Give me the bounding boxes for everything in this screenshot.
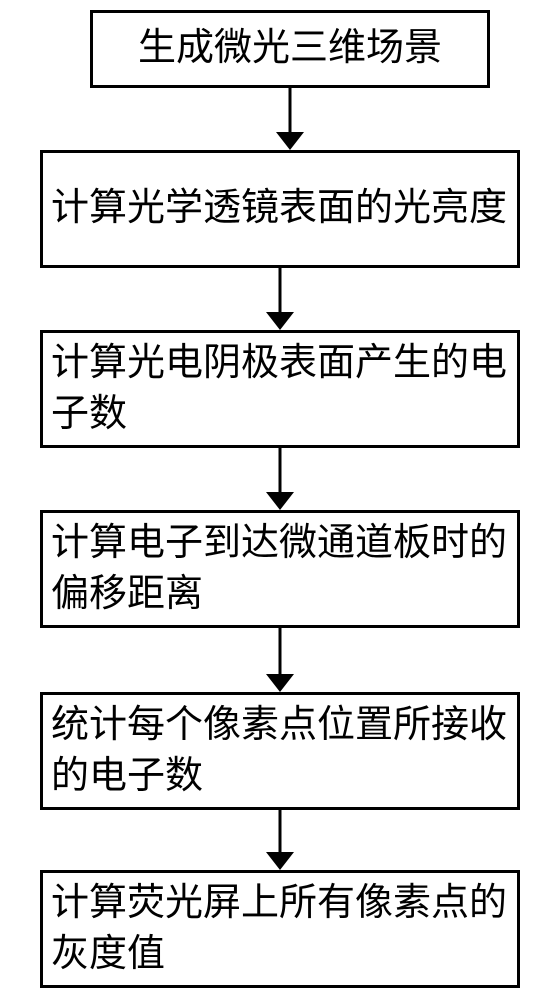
flow-arrow — [266, 810, 294, 870]
flow-node-n3: 计算光电阴极表面产生的电子数 — [40, 330, 520, 448]
flow-arrow — [276, 88, 304, 150]
flow-node-label: 计算电子到达微通道板时的偏移距离 — [51, 518, 509, 621]
flow-node-label: 统计每个像素点位置所接收的电子数 — [51, 700, 509, 803]
flow-node-n1: 生成微光三维场景 — [90, 10, 490, 88]
flow-arrow — [266, 268, 294, 330]
flow-arrow — [266, 628, 294, 692]
flow-node-n2: 计算光学透镜表面的光亮度 — [40, 150, 520, 268]
flow-arrow — [266, 448, 294, 510]
flow-node-n4: 计算电子到达微通道板时的偏移距离 — [40, 510, 520, 628]
flow-node-n6: 计算荧光屏上所有像素点的灰度值 — [40, 870, 520, 988]
flow-node-label: 计算光学透镜表面的光亮度 — [51, 183, 509, 234]
flow-node-n5: 统计每个像素点位置所接收的电子数 — [40, 692, 520, 810]
flow-node-label: 生成微光三维场景 — [101, 23, 479, 74]
flow-node-label: 计算荧光屏上所有像素点的灰度值 — [51, 878, 509, 981]
flow-node-label: 计算光电阴极表面产生的电子数 — [51, 338, 509, 441]
